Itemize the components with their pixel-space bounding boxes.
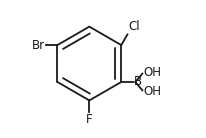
Text: OH: OH <box>143 66 161 79</box>
Text: Br: Br <box>32 39 45 52</box>
Text: OH: OH <box>143 85 161 98</box>
Text: Cl: Cl <box>128 20 140 33</box>
Text: B: B <box>133 75 142 88</box>
Text: F: F <box>86 113 93 126</box>
